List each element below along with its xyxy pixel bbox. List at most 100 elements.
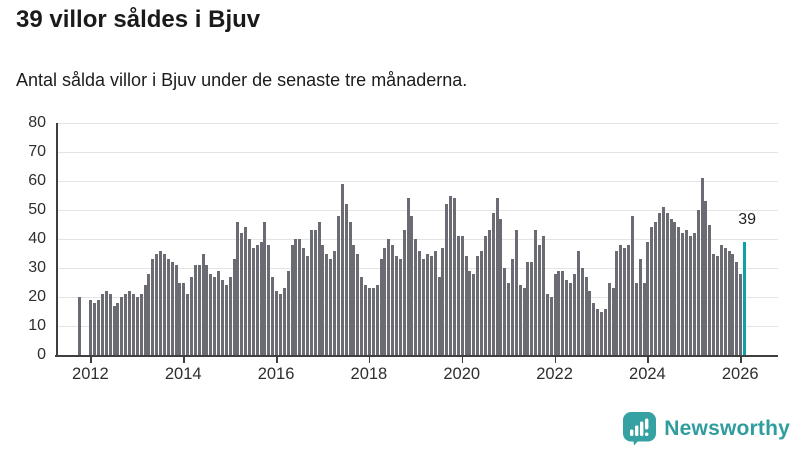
bar xyxy=(120,297,124,355)
bar xyxy=(352,244,356,355)
bar xyxy=(135,297,139,355)
bar xyxy=(139,294,143,355)
bar xyxy=(244,227,248,355)
bar xyxy=(394,256,398,355)
bar xyxy=(193,265,197,355)
bar xyxy=(186,294,190,355)
bar xyxy=(232,259,236,355)
bar xyxy=(302,247,306,355)
x-axis-tick xyxy=(368,357,371,363)
bar xyxy=(379,259,383,355)
x-axis-tick xyxy=(461,357,464,363)
bar xyxy=(708,224,712,355)
bar xyxy=(425,253,429,355)
gridline-y70 xyxy=(57,152,778,153)
bar xyxy=(267,244,271,355)
bar xyxy=(143,285,147,355)
y-axis-label: 30 xyxy=(28,259,46,276)
bar xyxy=(503,268,507,355)
bar xyxy=(224,285,228,355)
bar xyxy=(719,244,723,355)
bar xyxy=(429,256,433,355)
bar xyxy=(681,233,685,355)
bar xyxy=(700,178,704,355)
x-axis-label: 2012 xyxy=(72,365,109,383)
gridline-y20 xyxy=(57,297,778,298)
bar xyxy=(89,299,93,355)
bar xyxy=(329,259,333,355)
bar xyxy=(286,270,290,355)
bar xyxy=(669,218,673,355)
y-axis-label: 60 xyxy=(28,172,46,189)
bar xyxy=(97,299,101,355)
bar xyxy=(723,247,727,355)
bar xyxy=(271,276,275,355)
x-axis-tick xyxy=(183,357,185,363)
bar xyxy=(147,273,151,355)
newsworthy-logo[interactable]: Newsworthy xyxy=(623,412,790,446)
bar xyxy=(642,282,646,355)
bar xyxy=(236,221,240,355)
bar xyxy=(518,285,522,355)
bar xyxy=(422,259,426,355)
bar xyxy=(472,273,476,355)
bar xyxy=(170,262,174,355)
bar xyxy=(402,230,406,355)
bar xyxy=(356,253,360,355)
highlighted-bar xyxy=(743,241,747,355)
bar xyxy=(294,239,298,355)
bar xyxy=(611,288,615,355)
bar xyxy=(526,262,530,355)
y-axis-label: 10 xyxy=(28,317,46,334)
bar xyxy=(406,198,410,355)
bar xyxy=(205,265,209,355)
bar xyxy=(155,253,159,355)
x-axis-label: 2026 xyxy=(721,365,759,383)
bar xyxy=(321,244,325,355)
bar xyxy=(499,218,503,355)
bar xyxy=(661,207,665,355)
bar xyxy=(182,282,186,355)
bar xyxy=(166,259,170,355)
bar xyxy=(77,297,81,355)
x-axis-label: 2022 xyxy=(536,365,573,383)
bar xyxy=(414,239,418,355)
bar xyxy=(367,288,371,355)
bar xyxy=(476,256,480,355)
bar xyxy=(336,215,340,355)
bar xyxy=(553,273,557,355)
bar xyxy=(735,262,739,355)
bar xyxy=(507,282,511,355)
bar xyxy=(541,236,545,355)
bar xyxy=(607,282,611,355)
bar xyxy=(638,259,642,355)
bar xyxy=(259,241,263,355)
bar xyxy=(530,262,534,355)
bar xyxy=(317,221,321,355)
bar xyxy=(572,273,576,355)
bar xyxy=(727,250,731,355)
bar xyxy=(545,294,549,355)
bar xyxy=(306,256,309,355)
x-axis-label: 2024 xyxy=(629,365,666,383)
bar xyxy=(677,227,681,355)
x-axis-tick xyxy=(276,357,278,363)
bar xyxy=(483,236,487,355)
bar xyxy=(348,221,352,355)
x-axis-line xyxy=(55,355,778,357)
bar xyxy=(371,288,375,355)
bar xyxy=(344,204,348,355)
bar xyxy=(599,311,603,355)
bar xyxy=(333,250,337,355)
bar xyxy=(159,250,163,355)
bar xyxy=(309,230,313,355)
y-axis-label: 70 xyxy=(28,143,46,160)
bar xyxy=(692,233,696,355)
bar xyxy=(658,212,661,355)
bar xyxy=(534,230,538,355)
bar xyxy=(128,291,132,355)
bar xyxy=(452,198,456,355)
bar xyxy=(615,250,619,355)
last-value-label: 39 xyxy=(738,211,756,228)
bar xyxy=(197,265,201,355)
